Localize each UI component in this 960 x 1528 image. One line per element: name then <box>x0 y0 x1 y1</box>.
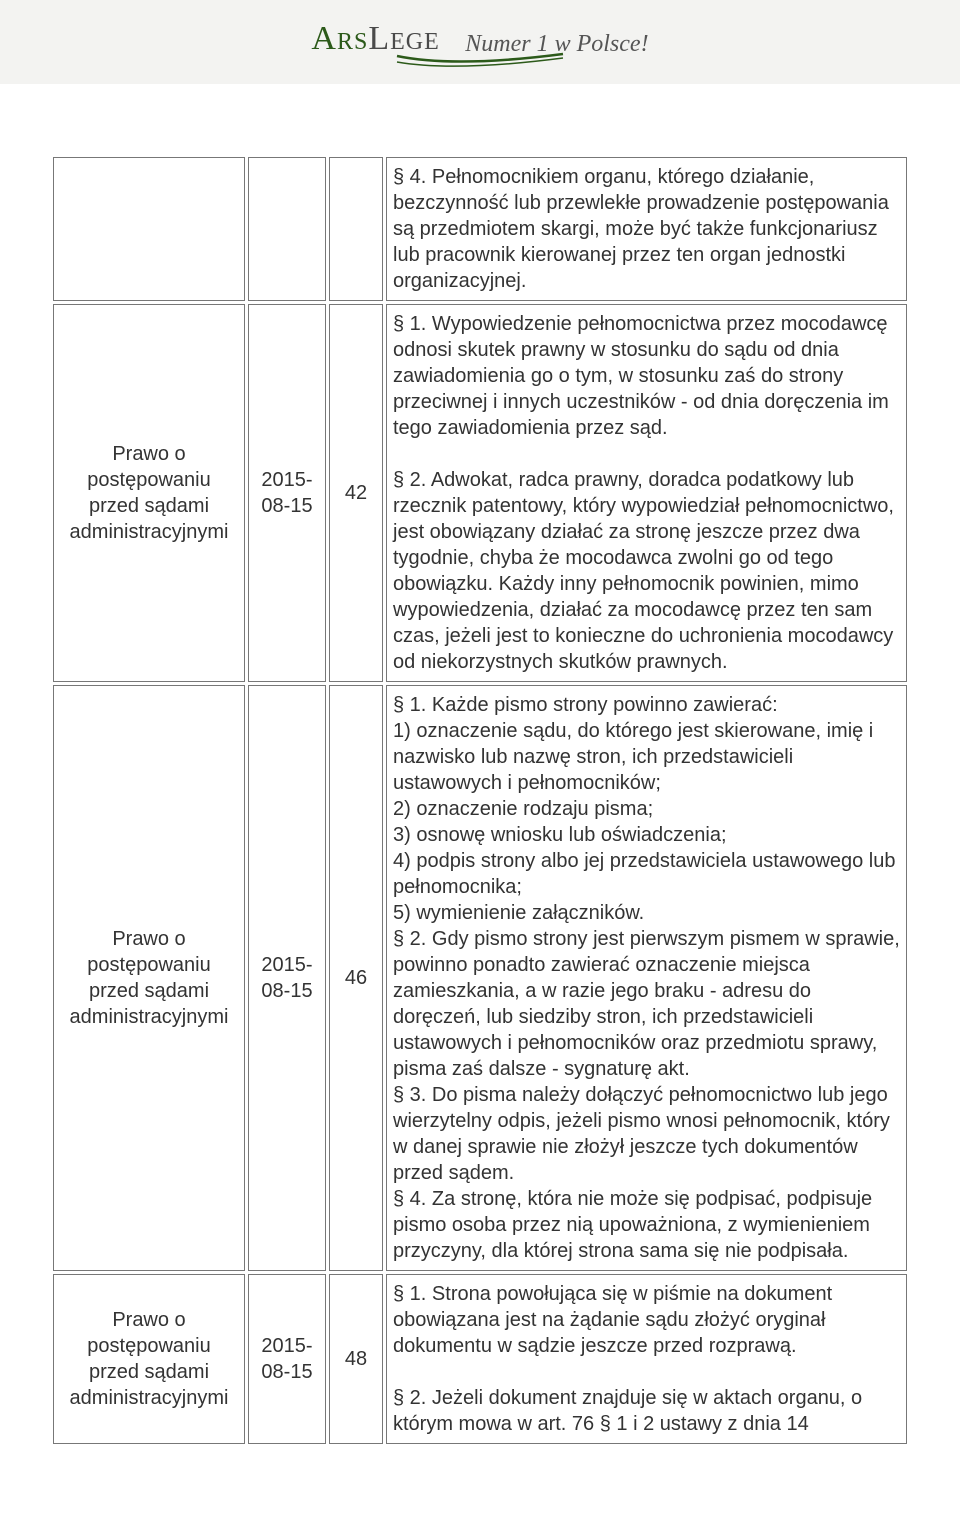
cell-date <box>248 157 326 301</box>
cell-article <box>329 157 383 301</box>
cell-article: 42 <box>329 304 383 682</box>
cell-content: § 1. Strona powołująca się w piśmie na d… <box>386 1274 907 1444</box>
logo: ArsLege Numer 1 w Polsce! <box>311 20 648 70</box>
logo-lege: Lege <box>368 20 439 57</box>
cell-title: Prawo o postępowaniu przed sądami admini… <box>53 304 245 682</box>
cell-title <box>53 157 245 301</box>
cell-date: 2015-08-15 <box>248 304 326 682</box>
cell-date: 2015-08-15 <box>248 685 326 1271</box>
table-row: § 4. Pełnomocnikiem organu, którego dzia… <box>53 157 907 301</box>
table-row: Prawo o postępowaniu przed sądami admini… <box>53 685 907 1271</box>
cell-title: Prawo o postępowaniu przed sądami admini… <box>53 685 245 1271</box>
cell-article: 48 <box>329 1274 383 1444</box>
logo-text: ArsLege <box>311 20 449 57</box>
logo-ars: Ars <box>311 20 368 57</box>
tagline: Numer 1 w Polsce! <box>465 31 648 57</box>
cell-article: 46 <box>329 685 383 1271</box>
header-bar: ArsLege Numer 1 w Polsce! <box>0 0 960 84</box>
cell-content: § 1. Wypowiedzenie pełnomocnictwa przez … <box>386 304 907 682</box>
table-row: Prawo o postępowaniu przed sądami admini… <box>53 1274 907 1444</box>
cell-title: Prawo o postępowaniu przed sądami admini… <box>53 1274 245 1444</box>
cell-content: § 1. Każde pismo strony powinno zawierać… <box>386 685 907 1271</box>
cell-content: § 4. Pełnomocnikiem organu, którego dzia… <box>386 157 907 301</box>
table-row: Prawo o postępowaniu przed sądami admini… <box>53 304 907 682</box>
law-table: § 4. Pełnomocnikiem organu, którego dzia… <box>50 154 910 1447</box>
cell-date: 2015-08-15 <box>248 1274 326 1444</box>
